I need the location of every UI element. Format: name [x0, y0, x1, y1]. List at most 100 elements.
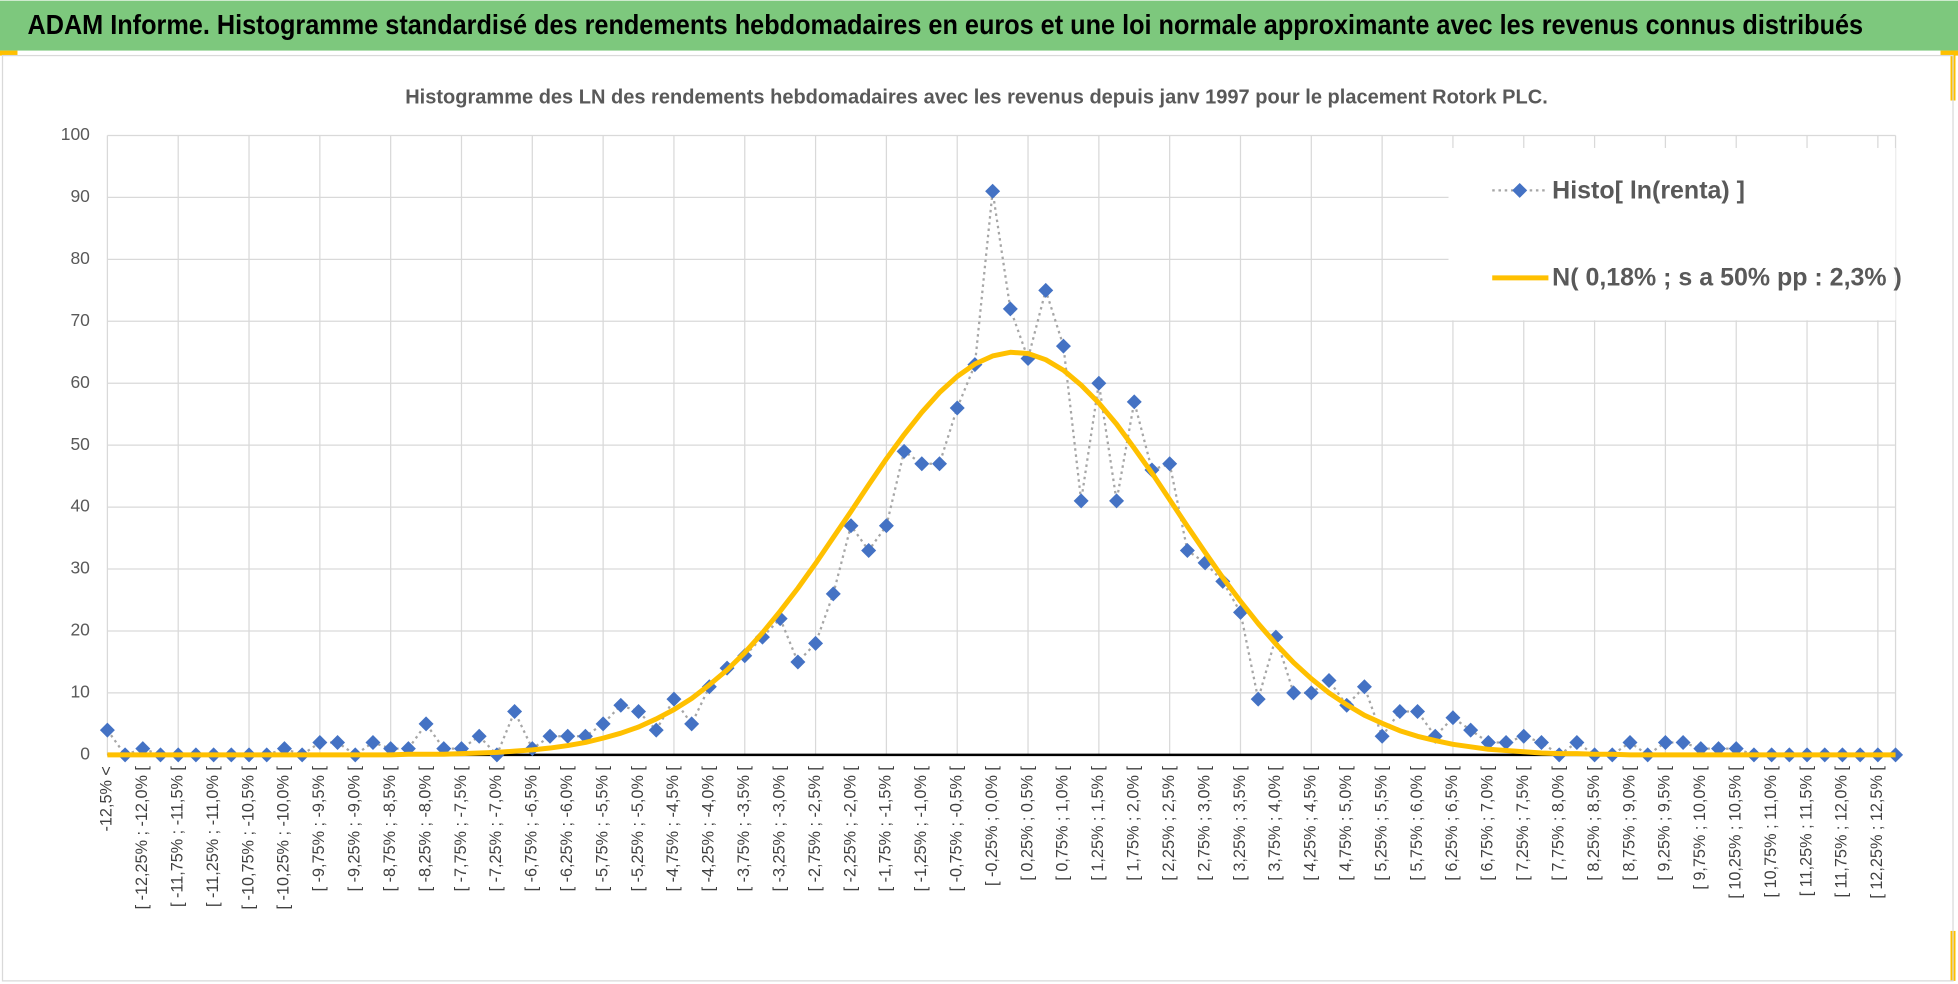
x-tick-label: [ -1,75% ; -1,5% [	[877, 766, 895, 892]
x-tick-label: [ -3,25% ; -3,0% [	[770, 766, 788, 892]
data-point	[1675, 734, 1691, 750]
data-point	[666, 691, 682, 707]
data-point	[1622, 734, 1638, 750]
series-line	[107, 349, 1896, 758]
x-tick-label: [ 7,25% ; 7,5% [	[1514, 766, 1532, 881]
corner-mark	[0, 50, 18, 56]
x-tick-label: [ 3,75% ; 4,0% [	[1266, 766, 1284, 881]
x-tick-label: [ -11,75% ; -11,5% [	[168, 766, 186, 907]
data-point	[1374, 728, 1390, 744]
y-tick-label: 10	[70, 682, 90, 702]
y-tick-label: 90	[70, 186, 90, 206]
x-tick-label: [ 9,75% ; 10,0% [	[1691, 766, 1709, 890]
data-point	[808, 635, 824, 651]
data-point	[1533, 734, 1549, 750]
data-point	[631, 704, 647, 719]
y-tick-label: 30	[70, 558, 90, 578]
x-tick-label: [ -10,75% ; -10,5% [	[239, 766, 257, 910]
data-point	[932, 456, 948, 472]
x-tick-label: [ 5,25% ; 5,5% [	[1372, 766, 1390, 881]
data-point	[312, 734, 328, 750]
y-tick-label: 80	[70, 248, 90, 268]
data-point	[1463, 722, 1479, 738]
x-tick-label: [ 3,25% ; 3,5% [	[1231, 766, 1249, 881]
y-tick-label: 60	[70, 372, 90, 392]
data-point	[560, 728, 576, 744]
x-tick-label: [ -5,25% ; -5,0% [	[629, 766, 647, 892]
x-tick-label: [ -0,75% ; -0,5% [	[947, 766, 965, 892]
x-tick-label: [ -8,75% ; -8,5% [	[381, 766, 399, 892]
x-tick-label: [ 8,25% ; 8,5% [	[1585, 766, 1603, 881]
y-tick-label: 0	[80, 743, 90, 763]
x-tick-label: [ -9,75% ; -9,5% [	[310, 766, 328, 892]
x-tick-label: [ 8,75% ; 9,0% [	[1620, 766, 1638, 881]
legend: Histo[ ln(renta) ] N( 0,18% ; s a 50% pp …	[1448, 147, 1902, 321]
x-tick-label: [ -6,75% ; -6,5% [	[523, 766, 541, 892]
legend-label: N( 0,18% ; s a 50% pp : 2,3% )	[1552, 264, 1902, 292]
x-tick-label: [ 4,75% ; 5,0% [	[1337, 766, 1355, 881]
header-banner	[0, 0, 1958, 51]
x-tick-label: [ 0,75% ; 1,0% [	[1054, 766, 1072, 881]
x-tick-label: [ -6,25% ; -6,0% [	[558, 766, 576, 892]
x-tick-label: [ -4,75% ; -4,5% [	[664, 766, 682, 892]
x-tick-label: [ 11,25% ; 11,5% [	[1797, 766, 1815, 897]
data-point	[1162, 456, 1178, 472]
y-tick-label: 20	[70, 620, 90, 640]
data-point	[1321, 673, 1337, 689]
x-tick-label: [ -10,25% ; -10,0% [	[275, 766, 293, 910]
x-tick-label: [ -7,25% ; -7,0% [	[487, 766, 505, 892]
data-point	[1268, 629, 1284, 645]
x-tick-label: [ 9,25% ; 9,5% [	[1656, 766, 1674, 881]
x-tick-label: [ -0,25% ; 0,0% [	[983, 766, 1001, 886]
x-tick-label: -12,5% <	[98, 766, 116, 831]
data-point	[1657, 734, 1673, 750]
x-tick-label: [ 11,75% ; 12,0% [	[1833, 766, 1851, 898]
corner-mark	[1940, 50, 1958, 56]
data-point	[1516, 728, 1532, 744]
x-tick-label: [ -5,75% ; -5,5% [	[593, 766, 611, 892]
x-tick-label: [ -2,75% ; -2,5% [	[806, 766, 824, 892]
data-point	[648, 722, 664, 738]
x-tick-label: [ 4,25% ; 4,5% [	[1302, 766, 1320, 881]
data-point	[1498, 734, 1514, 750]
x-tick-label: [ 12,25% ; 12,5% [	[1868, 766, 1886, 899]
data-point	[914, 456, 930, 472]
data-point	[985, 183, 1001, 199]
x-tick-label: [ -9,25% ; -9,0% [	[346, 766, 364, 892]
data-point	[896, 443, 912, 459]
chart-frame	[1, 54, 1954, 982]
chart-title: Histogramme des LN des rendements hebdom…	[405, 86, 1548, 108]
x-tick-label: [ -4,25% ; -4,0% [	[700, 766, 718, 892]
y-tick-label: 40	[70, 496, 90, 516]
data-point	[365, 734, 381, 750]
data-point	[1250, 691, 1266, 707]
data-point	[507, 704, 523, 719]
x-tick-label: [ -8,25% ; -8,0% [	[416, 766, 434, 892]
data-point	[1073, 493, 1089, 509]
data-point	[790, 654, 806, 670]
header-title: ADAM Informe. Histogramme standardisé de…	[27, 9, 1863, 40]
x-tick-label: [ 6,75% ; 7,0% [	[1479, 766, 1497, 881]
data-point	[1356, 679, 1372, 695]
x-tick-label: [ 2,25% ; 2,5% [	[1160, 766, 1178, 881]
data-point	[1091, 375, 1107, 391]
data-point	[1038, 282, 1054, 298]
x-tick-label: [ 1,75% ; 2,0% [	[1125, 766, 1143, 881]
data-point	[1179, 542, 1195, 558]
x-tick-label: [ -1,25% ; -1,0% [	[912, 766, 930, 892]
data-point	[1480, 734, 1496, 750]
data-point	[418, 716, 434, 732]
x-tick-label: [ 10,75% ; 11,0% [	[1762, 766, 1780, 898]
data-point	[99, 722, 115, 738]
data-point	[471, 728, 487, 744]
x-tick-label: [ 2,75% ; 3,0% [	[1195, 766, 1213, 881]
data-point	[542, 728, 558, 744]
y-tick-label: 50	[70, 434, 90, 454]
x-tick-label: [ -12,25% ; -12,0% [	[133, 766, 151, 910]
data-point	[1410, 704, 1426, 719]
x-tick-label: [ -3,75% ; -3,5% [	[735, 766, 753, 892]
legend-box	[1448, 147, 1896, 321]
data-point	[1569, 734, 1585, 750]
grid: 0 10 20 30 40 50 60 70 80 90 100 -12,5% < [ -12,25% …	[61, 124, 1897, 910]
legend-marker	[1512, 182, 1528, 198]
